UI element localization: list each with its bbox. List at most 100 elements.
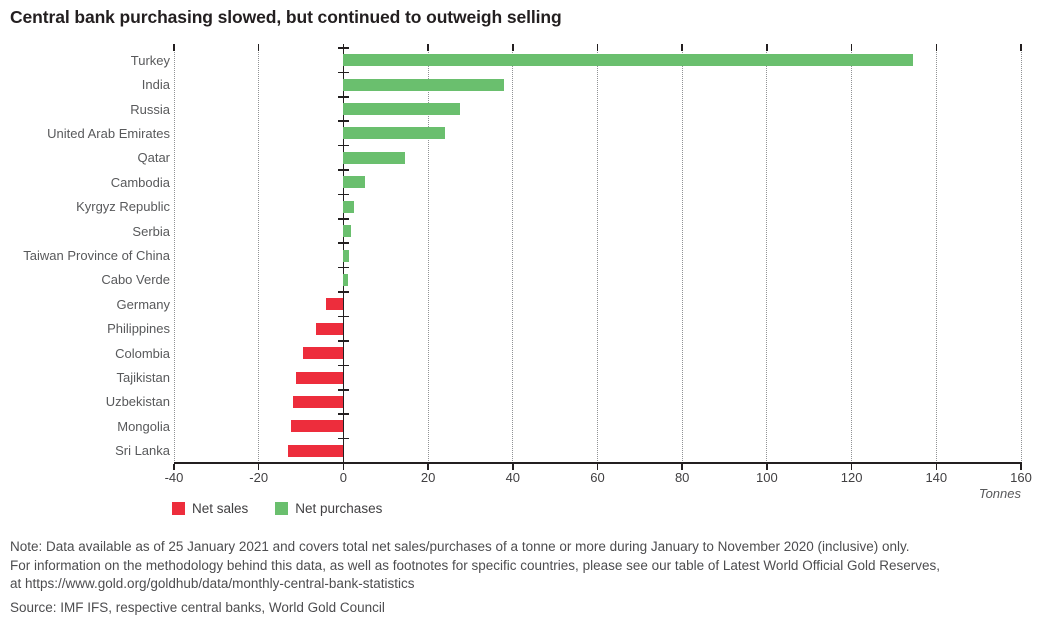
note-line-1: Note: Data available as of 25 January 20… — [10, 539, 910, 554]
zero-axis-row-tick — [337, 413, 349, 415]
x-tick-label-20: 20 — [420, 470, 436, 485]
category-label-sri-lanka: Sri Lanka — [115, 443, 170, 459]
zero-axis-row-tick — [337, 47, 349, 49]
zero-axis-row-tick — [337, 218, 349, 220]
bar-serbia — [343, 225, 351, 238]
x-tick-label-60: 60 — [590, 470, 605, 485]
category-label-germany: Germany — [116, 296, 170, 312]
x-axis-tick-80 — [681, 464, 683, 470]
category-label-kyrgyz-republic: Kyrgyz Republic — [76, 199, 170, 215]
x-tick-label-100: 100 — [756, 470, 778, 485]
category-label-russia: Russia — [130, 101, 170, 117]
zero-axis-row-tick — [337, 169, 349, 171]
x-axis-tick-120 — [850, 464, 853, 470]
net-purchases-swatch — [275, 502, 289, 515]
gridline-80 — [681, 48, 683, 463]
x-tick-label-120: 120 — [840, 470, 863, 485]
category-label-cabo-verde: Cabo Verde — [101, 272, 170, 288]
x-axis-tick--40 — [173, 464, 175, 470]
gridline--40 — [173, 48, 175, 463]
zero-axis-row-tick — [337, 340, 349, 342]
zero-axis-row-tick — [337, 71, 349, 74]
gridline-top-tick--40 — [173, 44, 175, 51]
category-label-colombia: Colombia — [115, 345, 170, 361]
x-axis-tick-160 — [1020, 464, 1022, 470]
x-tick-label-0: 0 — [339, 470, 347, 485]
zero-axis-row-tick — [337, 315, 349, 318]
bar-cabo-verde — [343, 273, 349, 286]
axis-unit-label: Tonnes — [978, 486, 1021, 501]
category-label-india: India — [141, 77, 170, 93]
net-purchases-label: Net purchases — [295, 501, 383, 516]
x-axis-tick-20 — [427, 464, 429, 470]
bar-russia — [343, 103, 460, 116]
bar-philippines — [315, 322, 344, 335]
category-label-serbia: Serbia — [132, 223, 170, 239]
bar-india — [343, 78, 505, 91]
category-label-united-arab-emirates: United Arab Emirates — [47, 125, 170, 141]
gridline-top-tick-120 — [850, 44, 853, 51]
gridline-140 — [935, 48, 937, 463]
category-label-turkey: Turkey — [130, 52, 170, 68]
bar-qatar — [343, 151, 405, 164]
x-tick-label-160: 160 — [1010, 470, 1032, 485]
category-label-qatar: Qatar — [137, 150, 170, 166]
footnotes: Note: Data available as of 25 January 20… — [10, 538, 940, 617]
gridline-top-tick-140 — [935, 44, 938, 51]
category-label-tajikistan: Tajikistan — [116, 370, 170, 386]
category-label-taiwan-province-of-china: Taiwan Province of China — [23, 248, 170, 263]
bar-tajikistan — [295, 371, 344, 384]
gridline-160 — [1020, 48, 1022, 463]
gridline-top-tick-100 — [766, 44, 768, 51]
x-axis-tick-60 — [596, 464, 599, 470]
gridline-top-tick--20 — [257, 44, 260, 51]
x-tick-label--40: -40 — [164, 470, 184, 485]
gridline-60 — [597, 48, 598, 463]
gridline-top-tick-160 — [1020, 44, 1022, 51]
bar-sri-lanka — [288, 444, 344, 457]
zero-axis-row-tick — [337, 144, 349, 147]
x-tick-label-80: 80 — [674, 470, 690, 485]
x-axis-line — [174, 461, 1022, 464]
bar-colombia — [302, 347, 344, 360]
bar-germany — [326, 298, 344, 311]
gridline-top-tick-80 — [681, 44, 683, 51]
bar-cambodia — [343, 176, 365, 189]
bar-uzbekistan — [293, 395, 344, 408]
gridline--20 — [258, 48, 260, 463]
zero-axis-row-tick — [337, 120, 349, 123]
x-tick-label-140: 140 — [925, 470, 948, 485]
net-sales-label: Net sales — [192, 501, 249, 516]
gridline-120 — [851, 48, 853, 463]
note-line-2: For information on the methodology behin… — [10, 557, 940, 573]
x-axis-tick-0 — [342, 464, 345, 470]
category-label-cambodia: Cambodia — [110, 174, 170, 190]
chart-title: Central bank purchasing slowed, but cont… — [10, 7, 562, 27]
gridline-top-tick-60 — [596, 44, 599, 51]
net-sales-swatch — [172, 502, 185, 515]
zero-axis-row-tick — [337, 193, 349, 196]
bar-taiwan-province-of-china — [343, 249, 350, 262]
bar-united-arab-emirates — [343, 127, 446, 140]
zero-axis-row-tick — [337, 96, 349, 98]
gridline-top-tick-20 — [427, 44, 429, 51]
zero-axis-row-tick — [337, 437, 349, 440]
category-label-mongolia: Mongolia — [117, 418, 170, 434]
gridline-100 — [766, 48, 768, 463]
chart-legend: Net sales Net purchases — [172, 501, 382, 516]
x-axis-tick--20 — [257, 464, 260, 470]
gridline-20 — [427, 48, 429, 463]
zero-axis-row-tick — [337, 291, 349, 293]
gridline-40 — [512, 48, 514, 463]
x-axis-tick-100 — [766, 464, 768, 470]
zero-axis-row-tick — [337, 242, 349, 245]
zero-axis-row-tick — [337, 266, 349, 269]
bar-mongolia — [291, 420, 344, 433]
source-line: Source: IMF IFS, respective central bank… — [10, 599, 385, 615]
x-axis-tick-40 — [512, 464, 514, 470]
bar-kyrgyz-republic — [343, 200, 354, 213]
x-axis-tick-140 — [935, 464, 938, 470]
gridline-top-tick-40 — [512, 44, 514, 51]
